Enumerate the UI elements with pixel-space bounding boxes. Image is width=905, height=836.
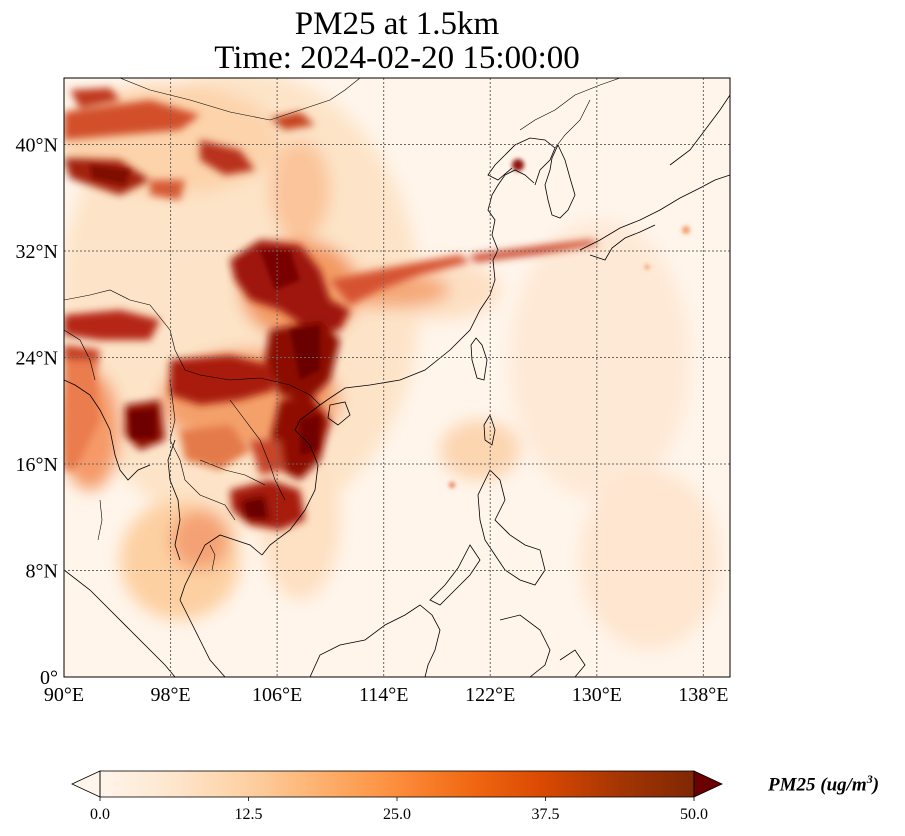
lon-tick-label: 138°E	[678, 684, 728, 706]
lat-tick-label: 32°N	[16, 241, 58, 263]
lon-tick-label: 130°E	[572, 684, 622, 706]
pm25-field	[64, 78, 730, 677]
lon-tick-label: 90°E	[44, 684, 84, 706]
lat-tick-label: 40°N	[16, 135, 58, 157]
lon-tick-label: 106°E	[252, 684, 302, 706]
lat-tick-labels: 0° 8°N 16°N 24°N 32°N 40°N	[16, 135, 58, 689]
colorbar-tick-label: 0.0	[90, 806, 110, 823]
lon-tick-label: 98°E	[150, 684, 190, 706]
lat-tick-label: 16°N	[16, 454, 58, 476]
lat-tick-label: 24°N	[16, 348, 58, 370]
colorbar-extend-max	[693, 770, 723, 798]
coastlines	[64, 94, 730, 677]
lat-tick-label: 8°N	[26, 561, 58, 583]
map-frame	[63, 77, 731, 678]
map-title-line1: PM25 at 1.5km	[294, 6, 500, 42]
colorbar-tick-label: 37.5	[532, 806, 560, 823]
lon-tick-label: 122°E	[465, 684, 515, 706]
gridlines	[64, 78, 730, 677]
map-title-line2: Time: 2024-02-20 15:00:00	[214, 40, 580, 76]
colorbar-tick-label: 25.0	[383, 806, 411, 823]
lat-tick-label: 0°	[40, 667, 58, 689]
lon-tick-label: 114°E	[359, 684, 408, 706]
colorbar-ticks: 0.0 12.5 25.0 37.5 50.0	[90, 797, 708, 823]
colorbar-tick-label: 50.0	[680, 806, 708, 823]
colorbar-label: PM25 (ug/m3)	[768, 772, 880, 796]
colorbar-extend-min	[71, 770, 101, 798]
colorbar: 0.0 12.5 25.0 37.5 50.0	[71, 770, 723, 823]
colorbar-tick-label: 12.5	[235, 806, 263, 823]
lon-tick-labels: 90°E 98°E 106°E 114°E 122°E 130°E 138°E	[44, 684, 729, 706]
colorbar-body	[100, 771, 694, 797]
country-borders	[64, 78, 621, 571]
